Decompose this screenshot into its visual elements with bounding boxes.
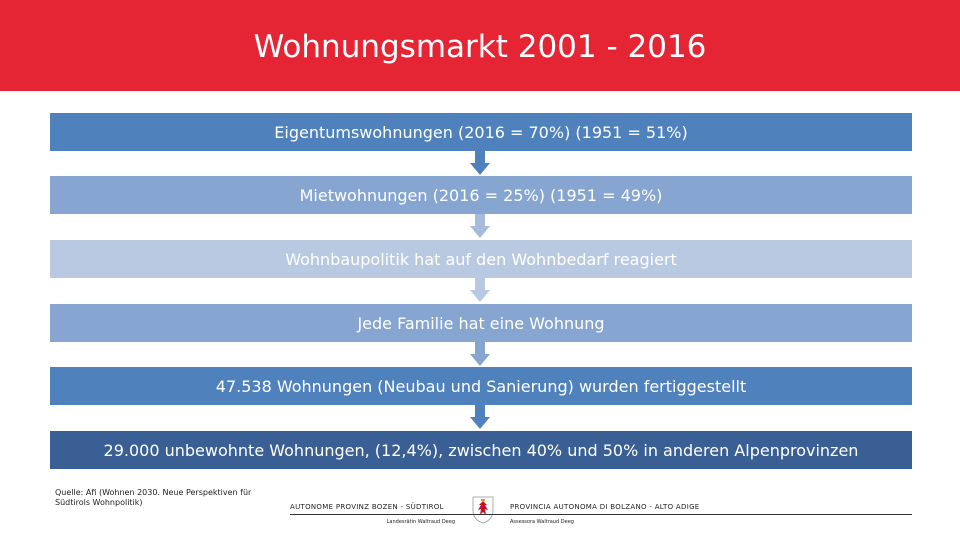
arrow-down-icon [470, 151, 490, 175]
source-note: Quelle: Afi (Wohnen 2030. Neue Perspekti… [55, 488, 252, 507]
title-banner [0, 0, 960, 91]
arrow-down-icon [470, 342, 490, 366]
footer-org-german: AUTONOME PROVINZ BOZEN - SÜDTIROL [290, 503, 444, 511]
step-bar-3: Wohnbaupolitik hat auf den Wohnbedarf re… [50, 240, 912, 278]
footer-official-italian: Assessora Waltraud Deeg [510, 519, 574, 525]
step-bar-2: Mietwohnungen (2016 = 25%) (1951 = 49%) [50, 176, 912, 214]
arrow-down-icon [470, 405, 490, 429]
footer-official-german: Landesrätin Waltraud Deeg [386, 519, 455, 525]
step-bar-4: Jede Familie hat eine Wohnung [50, 304, 912, 342]
step-bar-5: 47.538 Wohnungen (Neubau und Sanierung) … [50, 367, 912, 405]
step-bar-1: Eigentumswohnungen (2016 = 70%) (1951 = … [50, 113, 912, 151]
arrow-down-icon [470, 278, 490, 302]
arrow-down-icon [470, 214, 490, 238]
slide-title: Wohnungsmarkt 2001 - 2016 [253, 29, 707, 65]
footer-divider [290, 514, 912, 515]
provincial-coat-of-arms-icon [472, 496, 494, 524]
footer-org-italian: PROVINCIA AUTONOMA DI BOLZANO - ALTO ADI… [510, 503, 700, 511]
step-bar-6: 29.000 unbewohnte Wohnungen, (12,4%), zw… [50, 431, 912, 469]
